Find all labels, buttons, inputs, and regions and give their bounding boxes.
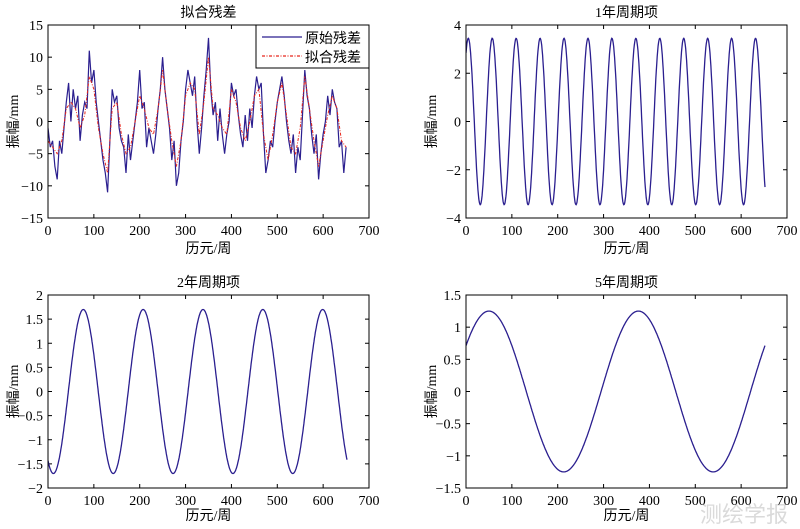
x-tick-label: 400 (221, 224, 242, 239)
x-tick-label: 300 (175, 224, 196, 239)
y-tick-label: −2 (28, 482, 43, 497)
y-tick-label: −0.5 (18, 410, 43, 425)
y-axis-label: 振幅/mm (424, 365, 440, 419)
series-line (48, 308, 348, 475)
x-tick-label: 400 (221, 494, 242, 509)
chart-title: 拟合残差 (181, 5, 237, 21)
y-axis-label: 振幅/mm (6, 95, 22, 149)
axes-frame (465, 24, 788, 219)
y-tick-label: −5 (28, 148, 43, 163)
x-tick-label: 500 (267, 224, 288, 239)
y-tick-label: −0.5 (436, 418, 461, 433)
y-tick-label: 0 (454, 116, 461, 131)
y-tick-label: 1 (36, 337, 43, 352)
x-tick-label: 500 (685, 224, 706, 239)
x-tick-label: 100 (501, 494, 522, 509)
series-line-2 (48, 57, 347, 174)
x-tick-label: 700 (359, 224, 380, 239)
x-tick-label: 100 (501, 224, 522, 239)
x-tick-label: 400 (639, 494, 660, 509)
x-tick-label: 400 (639, 224, 660, 239)
x-tick-label: 300 (593, 494, 614, 509)
x-tick-label: 600 (313, 224, 334, 239)
x-axis-label: 历元/周 (186, 509, 232, 524)
x-tick-label: 600 (313, 494, 334, 509)
x-tick-label: 600 (731, 494, 752, 509)
chart-title: 1年周期项 (595, 5, 658, 21)
y-tick-label: −1 (446, 450, 461, 465)
x-axis-label: 历元/周 (604, 509, 650, 524)
y-tick-label: 0 (36, 386, 43, 401)
series-line-1 (48, 37, 347, 193)
y-tick-label: 5 (36, 83, 43, 98)
y-tick-label: 2 (454, 67, 461, 82)
x-axis-label: 历元/周 (604, 242, 650, 257)
y-tick-label: 4 (454, 19, 461, 34)
x-axis-label: 历元/周 (186, 242, 232, 257)
x-tick-label: 0 (463, 494, 470, 509)
y-axis-label: 振幅/mm (6, 365, 22, 419)
series-line (466, 37, 766, 206)
y-tick-label: −15 (21, 212, 43, 227)
x-tick-label: 300 (175, 494, 196, 509)
y-tick-label: 1.5 (26, 313, 44, 328)
x-tick-label: 100 (83, 494, 104, 509)
x-tick-label: 700 (777, 494, 798, 509)
x-tick-label: 200 (129, 224, 150, 239)
x-tick-label: 200 (129, 494, 150, 509)
y-axis-label: 振幅/mm (424, 95, 440, 149)
y-tick-label: −1.5 (18, 458, 43, 473)
y-tick-label: 0 (454, 386, 461, 401)
x-tick-label: 700 (777, 224, 798, 239)
chart-title: 2年周期项 (177, 275, 240, 291)
x-tick-label: 300 (593, 224, 614, 239)
y-tick-label: 1.5 (444, 289, 462, 304)
y-tick-label: −1 (28, 434, 43, 449)
axes-frame (47, 24, 370, 219)
y-tick-label: 2 (36, 289, 43, 304)
y-tick-label: −2 (446, 164, 461, 179)
x-tick-label: 100 (83, 224, 104, 239)
x-tick-label: 200 (547, 224, 568, 239)
series-line (466, 310, 766, 473)
y-tick-label: −10 (21, 180, 43, 195)
y-tick-label: 1 (454, 321, 461, 336)
watermark: 测绘学报 (700, 503, 789, 528)
y-tick-label: −1.5 (436, 482, 461, 497)
x-tick-label: 0 (463, 224, 470, 239)
y-tick-label: −4 (446, 212, 461, 227)
y-tick-label: 15 (29, 19, 43, 34)
x-tick-label: 600 (731, 224, 752, 239)
x-tick-label: 700 (359, 494, 380, 509)
axes-frame (465, 294, 788, 489)
x-tick-label: 0 (45, 224, 52, 239)
x-tick-label: 0 (45, 494, 52, 509)
y-tick-label: 0 (36, 116, 43, 131)
y-tick-label: 0.5 (26, 361, 44, 376)
y-tick-label: 0.5 (444, 353, 462, 368)
x-tick-label: 200 (547, 494, 568, 509)
legend-label: 拟合残差 (305, 50, 361, 66)
legend-label: 原始残差 (305, 31, 361, 47)
chart-title: 5年周期项 (595, 275, 658, 291)
x-tick-label: 500 (267, 494, 288, 509)
x-tick-label: 500 (685, 494, 706, 509)
axes-frame (47, 294, 370, 489)
y-tick-label: 10 (29, 51, 43, 66)
